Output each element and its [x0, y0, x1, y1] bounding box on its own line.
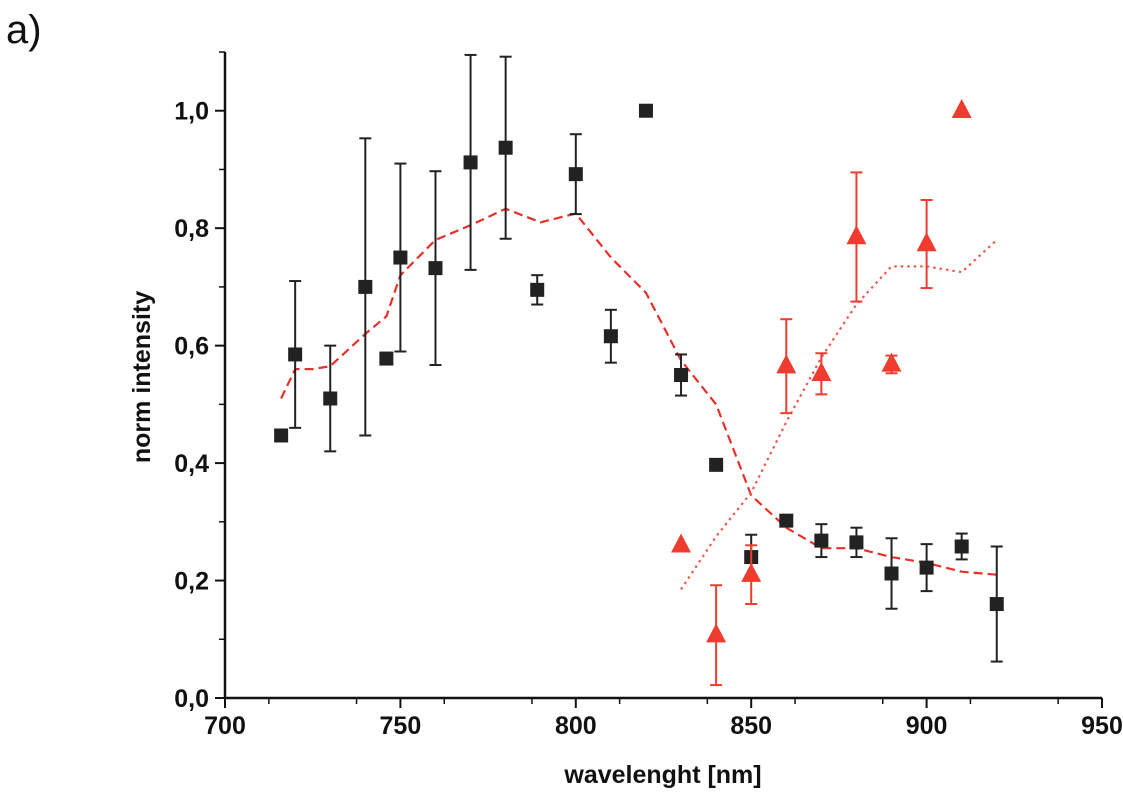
- data-point-square: [603, 329, 618, 344]
- data-point-triangle: [776, 354, 797, 374]
- data-point-square: [393, 250, 408, 265]
- data-point-triangle: [671, 533, 692, 553]
- fit-curve-dashed: [280, 207, 997, 576]
- y-axis-title: norm intensity: [128, 291, 156, 463]
- data-point-triangle: [741, 562, 762, 582]
- x-tick-label: 700: [204, 712, 246, 740]
- data-point-square: [709, 457, 724, 472]
- y-tick-label: 0,6: [174, 333, 209, 361]
- data-point-square: [919, 560, 934, 575]
- data-point-triangle: [916, 232, 937, 252]
- data-point-square: [989, 597, 1004, 612]
- data-point-triangle: [846, 225, 867, 245]
- data-point-square: [674, 368, 689, 382]
- y-tick-label: 0,2: [174, 568, 209, 596]
- data-point-square: [530, 282, 545, 297]
- data-point-triangle: [951, 98, 972, 118]
- panel-label: a): [6, 8, 42, 52]
- data-point-square: [884, 566, 899, 581]
- data-point-square: [779, 513, 794, 528]
- data-point-square: [288, 347, 303, 362]
- x-tick-label: 750: [380, 712, 422, 740]
- x-tick-label: 850: [730, 712, 772, 740]
- data-point-square: [638, 103, 653, 118]
- y-tick-label: 0,4: [174, 450, 209, 478]
- data-point-square: [814, 533, 829, 548]
- axes: 700 750 800 850 900 950 0,0 0,2 0,4 0,6 0,8 1,0: [174, 51, 1123, 740]
- data-point-square: [358, 279, 373, 294]
- data-point-square: [849, 535, 864, 550]
- y-tick-label: 1,0: [174, 98, 209, 126]
- data-point-square: [379, 351, 394, 366]
- data-point-square: [463, 155, 478, 170]
- data-point-square: [323, 391, 338, 406]
- data-point-square: [568, 167, 583, 182]
- fit-curve-dotted: [680, 239, 998, 591]
- fit-curves: [280, 207, 998, 591]
- x-tick-label: 800: [555, 712, 597, 740]
- data-point-square: [954, 539, 969, 554]
- x-tick-label: 950: [1081, 712, 1123, 740]
- y-tick-label: 0,0: [174, 685, 209, 713]
- data-point-square: [274, 428, 289, 443]
- data-marks: [274, 53, 1004, 687]
- x-axis-title: wavelenght [nm]: [563, 761, 761, 789]
- data-point-triangle: [881, 352, 902, 372]
- data-point-triangle: [706, 623, 727, 643]
- y-tick-label: 0,8: [174, 215, 209, 243]
- data-point-triangle: [811, 362, 832, 382]
- data-point-square: [498, 140, 513, 155]
- x-tick-label: 900: [906, 712, 948, 740]
- data-point-square: [428, 261, 443, 276]
